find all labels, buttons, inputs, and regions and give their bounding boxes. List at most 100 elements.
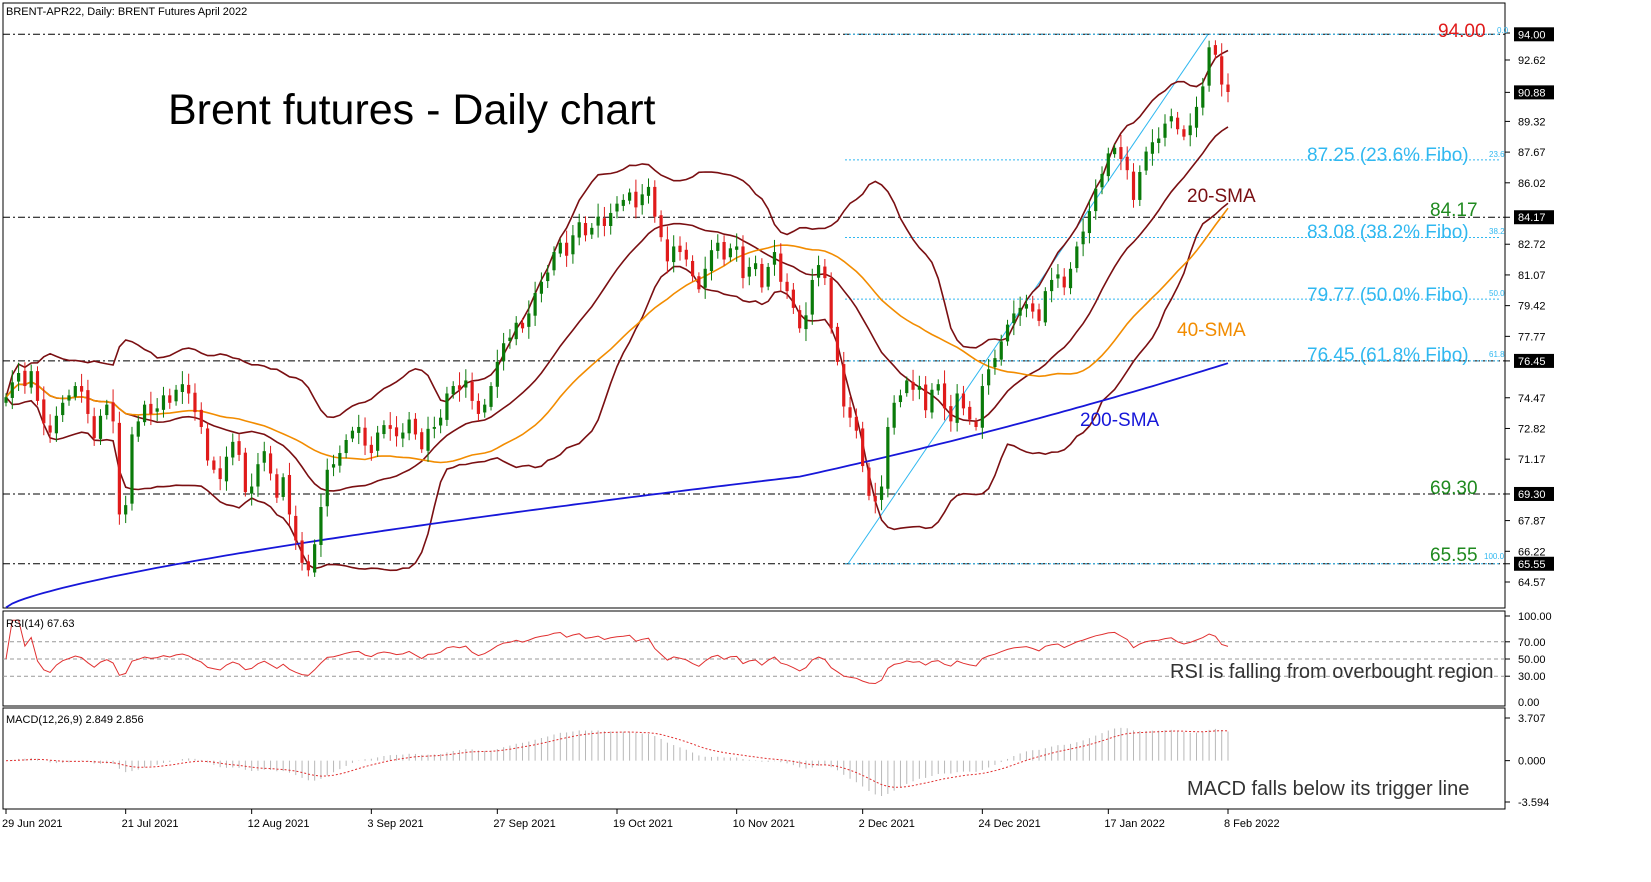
candle-body [1207,47,1211,86]
candle-body [1169,116,1173,122]
y-tick-label: 64.57 [1518,577,1546,589]
candle-body [61,402,65,416]
price-box-label: 69.30 [1518,489,1546,501]
candle-body [325,469,329,507]
candle-body [1213,45,1218,55]
candle-body [1220,56,1224,85]
candle-body [949,406,953,422]
candle-body [294,515,298,541]
x-tick-label: 8 Feb 2022 [1224,818,1280,830]
fibo-label-38: 83.08 (38.2% Fibo) [1307,222,1469,243]
candle-body [489,386,493,407]
candle-body [621,199,625,206]
candle-body [117,422,121,515]
candle-body [464,380,468,388]
candle-body [879,486,884,500]
price-box [1514,210,1554,225]
fibo-label-61: 76.45 (61.8% Fibo) [1307,345,1469,366]
rsi-line [5,619,1229,685]
candle-body [892,402,896,428]
symbol-header: BRENT-APR22, Daily: BRENT Futures April … [6,6,247,18]
candle-body [344,440,348,454]
candle-body [861,428,865,467]
candle-body [646,186,651,196]
candle-body [999,341,1003,360]
candle-body [848,407,852,418]
candle-body [772,252,777,265]
candle-body [79,386,84,392]
candle-body [1094,188,1098,212]
candle-body [357,426,361,433]
candle-body [149,403,153,414]
candle-body [539,281,544,294]
candle-body [73,386,77,397]
y-tick-label: 66.22 [1518,546,1546,558]
x-tick-label: 29 Jun 2021 [2,818,63,830]
y-tick-label: 81.07 [1518,270,1546,282]
candle-body [634,191,638,208]
price-box [1514,27,1554,42]
fibo-label-23: 87.25 (23.6% Fibo) [1307,145,1469,166]
candle-body [287,474,292,515]
candle-body [627,192,632,201]
candle-body [382,425,386,435]
candle-body [747,266,751,277]
rsi-tick-label: 30.00 [1518,671,1546,683]
candle-body [268,453,273,474]
candle-body [420,432,424,450]
candle-body [1163,123,1167,138]
fibo-ratio-50: 50.0 [1489,289,1505,298]
candle-body [615,203,619,212]
candle-body [917,386,921,390]
candle-body [546,272,550,282]
candle-body [798,310,802,329]
y-tick-label: 86.02 [1518,178,1546,190]
candle-body [369,444,373,454]
candle-body [987,369,991,386]
fibo-ratio-100: 100.0 [1484,552,1505,561]
candle-body [29,371,33,388]
candle-body [193,392,197,413]
macd-tick-label: 3.707 [1518,713,1546,725]
y-tick-label: 74.47 [1518,393,1546,405]
sma40-line [5,207,1229,464]
candle-body [1100,173,1104,188]
macd-tick-label: -3.594 [1518,797,1549,809]
candle-body [1226,84,1230,92]
candle-body [942,383,947,409]
candle-body [1188,125,1192,136]
y-tick-label: 79.42 [1518,301,1546,313]
candle-body [640,194,644,206]
candle-body [350,430,355,439]
candle-body [35,371,40,401]
y-tick-label: 92.62 [1518,55,1546,67]
candle-body [1194,106,1199,128]
candle-body [174,389,178,402]
candle-body [961,393,966,409]
candle-body [1056,274,1060,279]
candle-body [571,235,575,255]
macd-panel[interactable] [2,707,1506,810]
candle-body [1138,172,1142,200]
fibo-ratio-61: 61.8 [1489,350,1505,359]
rsi-tick-label: 0.00 [1518,697,1539,709]
candle-body [980,386,984,428]
candle-body [401,432,405,439]
candle-body [1157,138,1161,143]
candle-body [583,223,588,236]
candle-body [867,467,871,496]
candle-body [1087,211,1092,234]
price-box-label: 94.00 [1518,29,1546,41]
candle-body [338,453,342,466]
candle-body [483,404,487,413]
candle-body [791,289,795,308]
candle-body [602,218,607,226]
sma40-label: 40-SMA [1177,320,1246,341]
candle-body [577,222,581,238]
candle-body [873,495,877,502]
price-box-label: 90.88 [1518,87,1546,99]
candle-body [413,418,418,435]
candle-body [974,421,978,427]
candle-body [1068,268,1073,289]
